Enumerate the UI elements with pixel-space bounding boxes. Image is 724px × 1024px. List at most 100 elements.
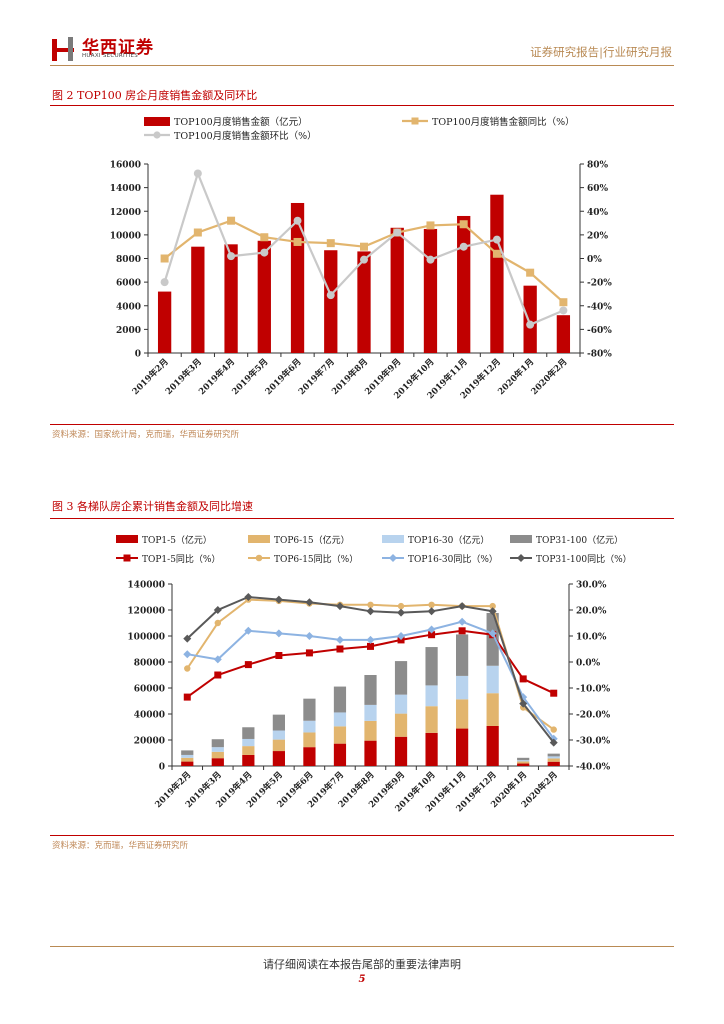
left-tick-label: 6000 bbox=[116, 279, 141, 289]
data-point bbox=[393, 228, 402, 237]
figure-3-title: 图 3 各梯队房企累计销售金额及同比增速 bbox=[52, 500, 253, 513]
bar-3 bbox=[364, 675, 377, 705]
data-point bbox=[360, 255, 368, 264]
bar bbox=[191, 246, 205, 353]
left-tick-label: 14000 bbox=[110, 184, 141, 194]
bar-0 bbox=[242, 754, 255, 766]
legend-label-yoy: TOP100月度销售金额同比（%） bbox=[432, 116, 575, 128]
bar bbox=[390, 227, 404, 353]
legend: TOP100月度销售金额（亿元） TOP100月度销售金额同比（%） TOP10… bbox=[144, 116, 575, 142]
left-tick-label: 100000 bbox=[127, 633, 165, 643]
figure-2-title: 图 2 TOP100 房企月度销售金额及同环比 bbox=[52, 89, 258, 102]
legend-label-top31-100: TOP31-100（亿元） bbox=[536, 534, 623, 546]
bar-0 bbox=[272, 751, 285, 766]
data-point bbox=[559, 306, 568, 315]
legend-swatch-top1-5 bbox=[116, 535, 138, 543]
footer-divider bbox=[50, 946, 674, 947]
data-point bbox=[326, 291, 335, 300]
legend-swatch-top1-5-yoy bbox=[123, 554, 131, 562]
data-point bbox=[274, 629, 283, 638]
bar-2 bbox=[456, 675, 469, 700]
legend-swatch-yoy bbox=[411, 117, 419, 125]
legend-label-mom: TOP100月度销售金额环比（%） bbox=[174, 130, 317, 142]
left-tick-label: 20000 bbox=[134, 737, 165, 747]
data-point bbox=[550, 689, 558, 697]
bar-3 bbox=[425, 647, 438, 686]
bar-3 bbox=[547, 753, 560, 757]
right-tick-label: 0% bbox=[587, 255, 602, 265]
data-point bbox=[492, 235, 501, 244]
figure-3-top-rule bbox=[50, 518, 674, 519]
data-point bbox=[366, 635, 375, 644]
data-point bbox=[336, 645, 344, 653]
data-point bbox=[274, 595, 283, 604]
bar bbox=[224, 244, 238, 353]
bar-2 bbox=[364, 704, 377, 721]
data-point bbox=[428, 601, 435, 608]
bar-1 bbox=[303, 732, 316, 748]
figure-2-bottom-rule bbox=[50, 424, 674, 425]
data-point bbox=[214, 619, 222, 627]
legend-swatch-top16-30-yoy bbox=[389, 554, 397, 562]
legend-swatch-top16-30 bbox=[382, 535, 404, 543]
logo-subtext: HUAXI SECURITIES bbox=[82, 53, 139, 59]
data-point bbox=[160, 254, 169, 263]
data-point bbox=[458, 602, 467, 611]
data-point bbox=[293, 237, 302, 246]
bar-2 bbox=[211, 747, 224, 752]
bar-3 bbox=[394, 661, 408, 695]
bar-1 bbox=[547, 758, 560, 762]
bar-2 bbox=[272, 730, 285, 740]
data-point bbox=[427, 607, 436, 616]
data-point bbox=[183, 634, 192, 643]
bar bbox=[324, 250, 338, 353]
left-tick-label: 4000 bbox=[116, 302, 141, 312]
bar bbox=[457, 215, 471, 353]
data-point bbox=[214, 671, 222, 679]
bar-0 bbox=[425, 732, 438, 766]
bar-2 bbox=[303, 720, 316, 733]
bar-2 bbox=[486, 665, 499, 694]
bar-3 bbox=[272, 714, 285, 731]
legend-label-top6-15-yoy: TOP6-15同比（%） bbox=[274, 553, 358, 565]
bar-1 bbox=[333, 726, 347, 744]
left-tick-label: 2000 bbox=[116, 326, 141, 336]
legend-label-top6-15: TOP6-15（亿元） bbox=[274, 534, 350, 546]
bar-2 bbox=[547, 756, 560, 759]
bar-0 bbox=[456, 728, 469, 766]
bar-1 bbox=[272, 739, 285, 752]
legal-disclaimer: 请仔细阅读在本报告尾部的重要法律声明 bbox=[263, 958, 461, 971]
right-tick-label: 60% bbox=[587, 184, 609, 194]
left-tick-label: 40000 bbox=[134, 711, 165, 721]
bar-0 bbox=[547, 761, 560, 766]
data-point bbox=[549, 738, 558, 747]
bar-0 bbox=[181, 761, 194, 766]
page-header: 华西证券 HUAXI SECURITIES 证券研究报告|行业研究月报 bbox=[0, 0, 724, 66]
data-point bbox=[526, 320, 535, 329]
legend-swatch-top31-100-yoy bbox=[517, 554, 525, 562]
data-point bbox=[183, 650, 192, 659]
data-point bbox=[244, 661, 252, 669]
right-tick-label: -10.0% bbox=[576, 685, 611, 695]
bar bbox=[357, 251, 371, 353]
data-point bbox=[305, 632, 314, 640]
data-point bbox=[519, 675, 527, 683]
data-point bbox=[335, 635, 344, 644]
bar-0 bbox=[486, 725, 499, 766]
logo-text: 华西证券 bbox=[82, 38, 154, 58]
data-point bbox=[428, 631, 436, 639]
bar-1 bbox=[425, 706, 438, 733]
bar bbox=[257, 240, 271, 353]
right-tick-label: -20% bbox=[587, 279, 612, 289]
right-tick-label: -30.0% bbox=[576, 737, 611, 747]
data-point bbox=[426, 255, 435, 264]
figure-2-source: 资料来源：国家统计局，克而瑞，华西证券研究所 bbox=[52, 430, 240, 440]
bar-0 bbox=[333, 743, 347, 766]
bar-1 bbox=[517, 761, 530, 764]
bar-3 bbox=[517, 757, 530, 761]
right-tick-label: -40% bbox=[587, 302, 612, 312]
right-tick-label: 0.0% bbox=[576, 659, 601, 669]
bar-3 bbox=[333, 686, 347, 713]
data-point bbox=[459, 242, 468, 251]
report-type: 证券研究报告|行业研究月报 bbox=[530, 45, 672, 59]
